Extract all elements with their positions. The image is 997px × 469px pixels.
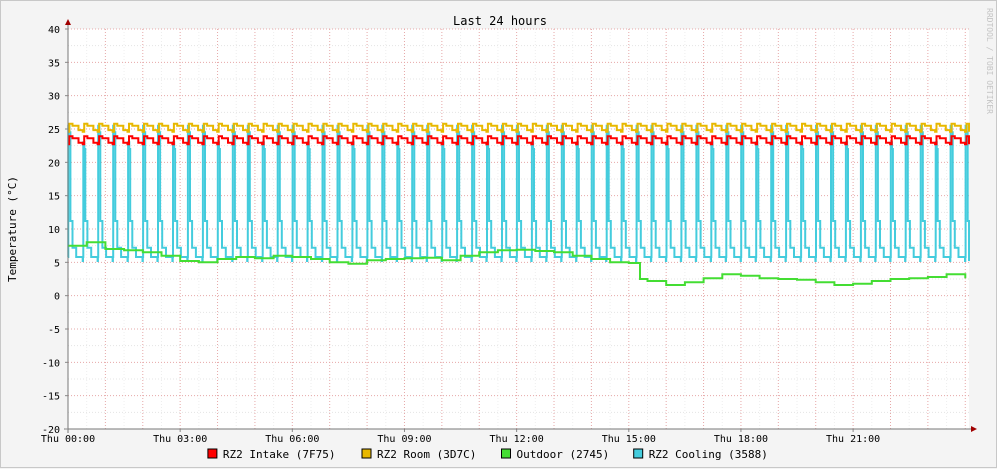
chart-title: Last 24 hours	[453, 14, 547, 28]
y-tick-label: 40	[48, 25, 60, 36]
legend-item: Outdoor (2745)	[501, 448, 610, 461]
y-tick-label: -5	[48, 325, 60, 336]
x-tick-label: Thu 12:00	[490, 434, 544, 445]
legend-label: RZ2 Room (3D7C)	[377, 448, 476, 461]
series-line-2	[68, 241, 967, 286]
x-tick-label: Thu 06:00	[265, 434, 319, 445]
series-line-1	[68, 122, 970, 133]
y-tick-label: 25	[48, 125, 60, 136]
legend-item: RZ2 Room (3D7C)	[361, 448, 476, 461]
y-tick-label: 20	[48, 158, 60, 169]
series-line-0	[68, 135, 970, 146]
y-tick-label: 35	[48, 58, 60, 69]
y-tick-label: -10	[42, 358, 60, 369]
legend-item: RZ2 Cooling (3588)	[633, 448, 768, 461]
y-tick-label: 0	[54, 292, 60, 303]
series-line-3	[67, 124, 970, 262]
y-tick-label: 15	[48, 192, 60, 203]
axes	[64, 19, 977, 433]
legend-swatch	[207, 448, 218, 459]
legend-item: RZ2 Intake (7F75)	[207, 448, 336, 461]
x-tick-label: Thu 09:00	[377, 434, 431, 445]
x-axis-arrow	[971, 426, 977, 432]
series-lines	[67, 122, 970, 286]
legend-swatch	[361, 448, 372, 459]
x-tick-label: Thu 03:00	[153, 434, 207, 445]
y-axis-arrow	[65, 19, 71, 25]
x-tick-label: Thu 15:00	[602, 434, 656, 445]
legend-label: RZ2 Cooling (3588)	[649, 448, 768, 461]
y-tick-label: 30	[48, 92, 60, 103]
y-tick-label: -20	[42, 425, 60, 436]
x-tick-label: Thu 00:00	[41, 434, 95, 445]
y-tick-label: 5	[54, 258, 60, 269]
y-tick-label: 10	[48, 225, 60, 236]
y-tick-label: -15	[42, 392, 60, 403]
watermark: RRDTOOL / TOBI OETIKER	[985, 8, 994, 114]
legend-label: Outdoor (2745)	[517, 448, 610, 461]
legend: RZ2 Intake (7F75) RZ2 Room (3D7C) Outdoor …	[207, 448, 768, 461]
legend-swatch	[633, 448, 644, 459]
y-axis-label: Temperature (°C)	[6, 176, 19, 282]
x-tick-labels: Thu 00:00 Thu 03:00 Thu 06:00 Thu 09:00 Thu …	[41, 434, 880, 445]
legend-label: RZ2 Intake (7F75)	[223, 448, 336, 461]
x-tick-label: Thu 18:00	[714, 434, 768, 445]
y-tick-labels: -20 -15 -10 -5 0 5 10 15 20 25 30 35 40	[42, 25, 60, 436]
x-tick-label: Thu 21:00	[826, 434, 880, 445]
legend-swatch	[501, 448, 511, 459]
